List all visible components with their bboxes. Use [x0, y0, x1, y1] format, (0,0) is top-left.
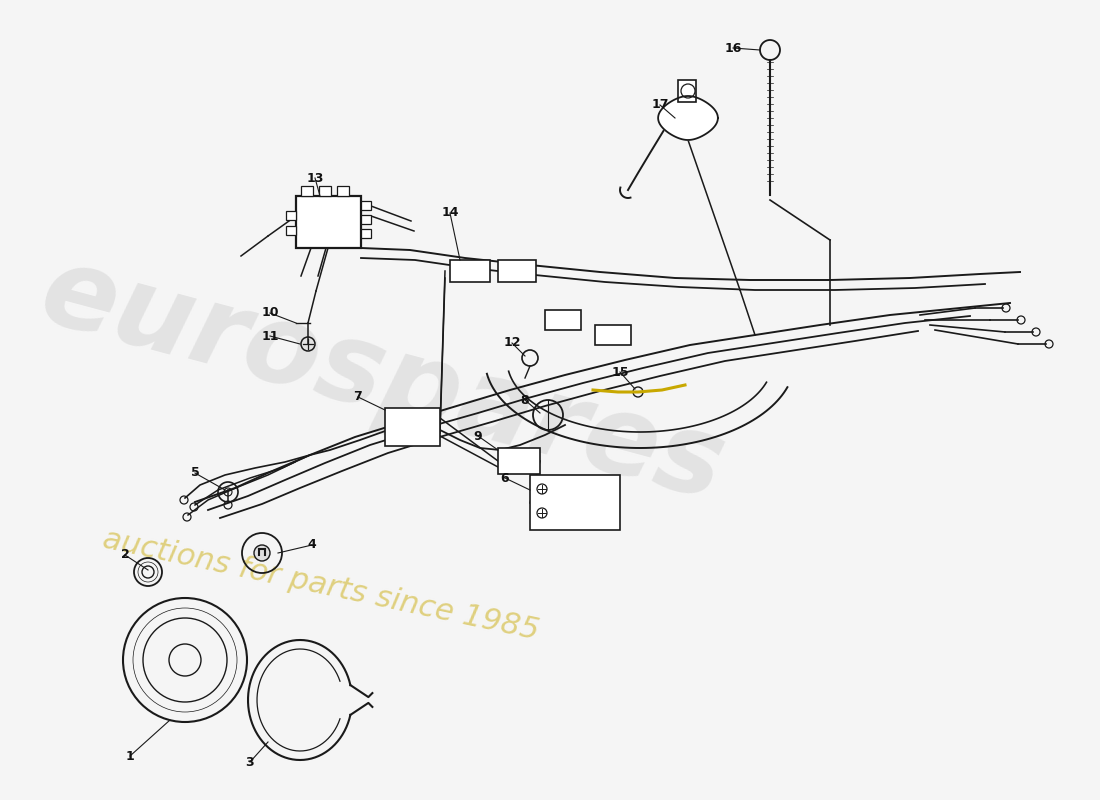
Text: 14: 14	[441, 206, 459, 219]
Text: 3: 3	[245, 755, 254, 769]
FancyBboxPatch shape	[498, 260, 536, 282]
FancyBboxPatch shape	[385, 408, 440, 446]
Text: 6: 6	[500, 471, 509, 485]
Circle shape	[254, 545, 270, 561]
Text: 16: 16	[724, 42, 741, 54]
Text: 17: 17	[651, 98, 669, 111]
FancyBboxPatch shape	[361, 215, 371, 224]
Text: 4: 4	[308, 538, 317, 551]
FancyBboxPatch shape	[678, 80, 696, 102]
Text: 13: 13	[306, 171, 323, 185]
FancyBboxPatch shape	[319, 186, 331, 196]
Text: 15: 15	[612, 366, 629, 378]
Text: 8: 8	[520, 394, 529, 406]
FancyBboxPatch shape	[361, 229, 371, 238]
Text: 12: 12	[504, 337, 520, 350]
FancyBboxPatch shape	[286, 226, 296, 235]
FancyBboxPatch shape	[530, 475, 620, 530]
Text: 10: 10	[262, 306, 278, 319]
Text: auctions for parts since 1985: auctions for parts since 1985	[100, 525, 541, 646]
FancyBboxPatch shape	[595, 325, 631, 345]
Text: 5: 5	[190, 466, 199, 479]
Text: 9: 9	[474, 430, 482, 442]
FancyBboxPatch shape	[337, 186, 349, 196]
Text: 11: 11	[262, 330, 278, 342]
FancyBboxPatch shape	[301, 186, 314, 196]
FancyBboxPatch shape	[296, 196, 361, 248]
Text: 1: 1	[125, 750, 134, 762]
FancyBboxPatch shape	[286, 211, 296, 220]
Text: 7: 7	[353, 390, 362, 403]
FancyBboxPatch shape	[361, 201, 371, 210]
Text: eurospares: eurospares	[30, 238, 736, 523]
FancyBboxPatch shape	[498, 448, 540, 474]
FancyBboxPatch shape	[450, 260, 490, 282]
FancyBboxPatch shape	[544, 310, 581, 330]
Polygon shape	[658, 96, 718, 140]
Text: 2: 2	[121, 549, 130, 562]
